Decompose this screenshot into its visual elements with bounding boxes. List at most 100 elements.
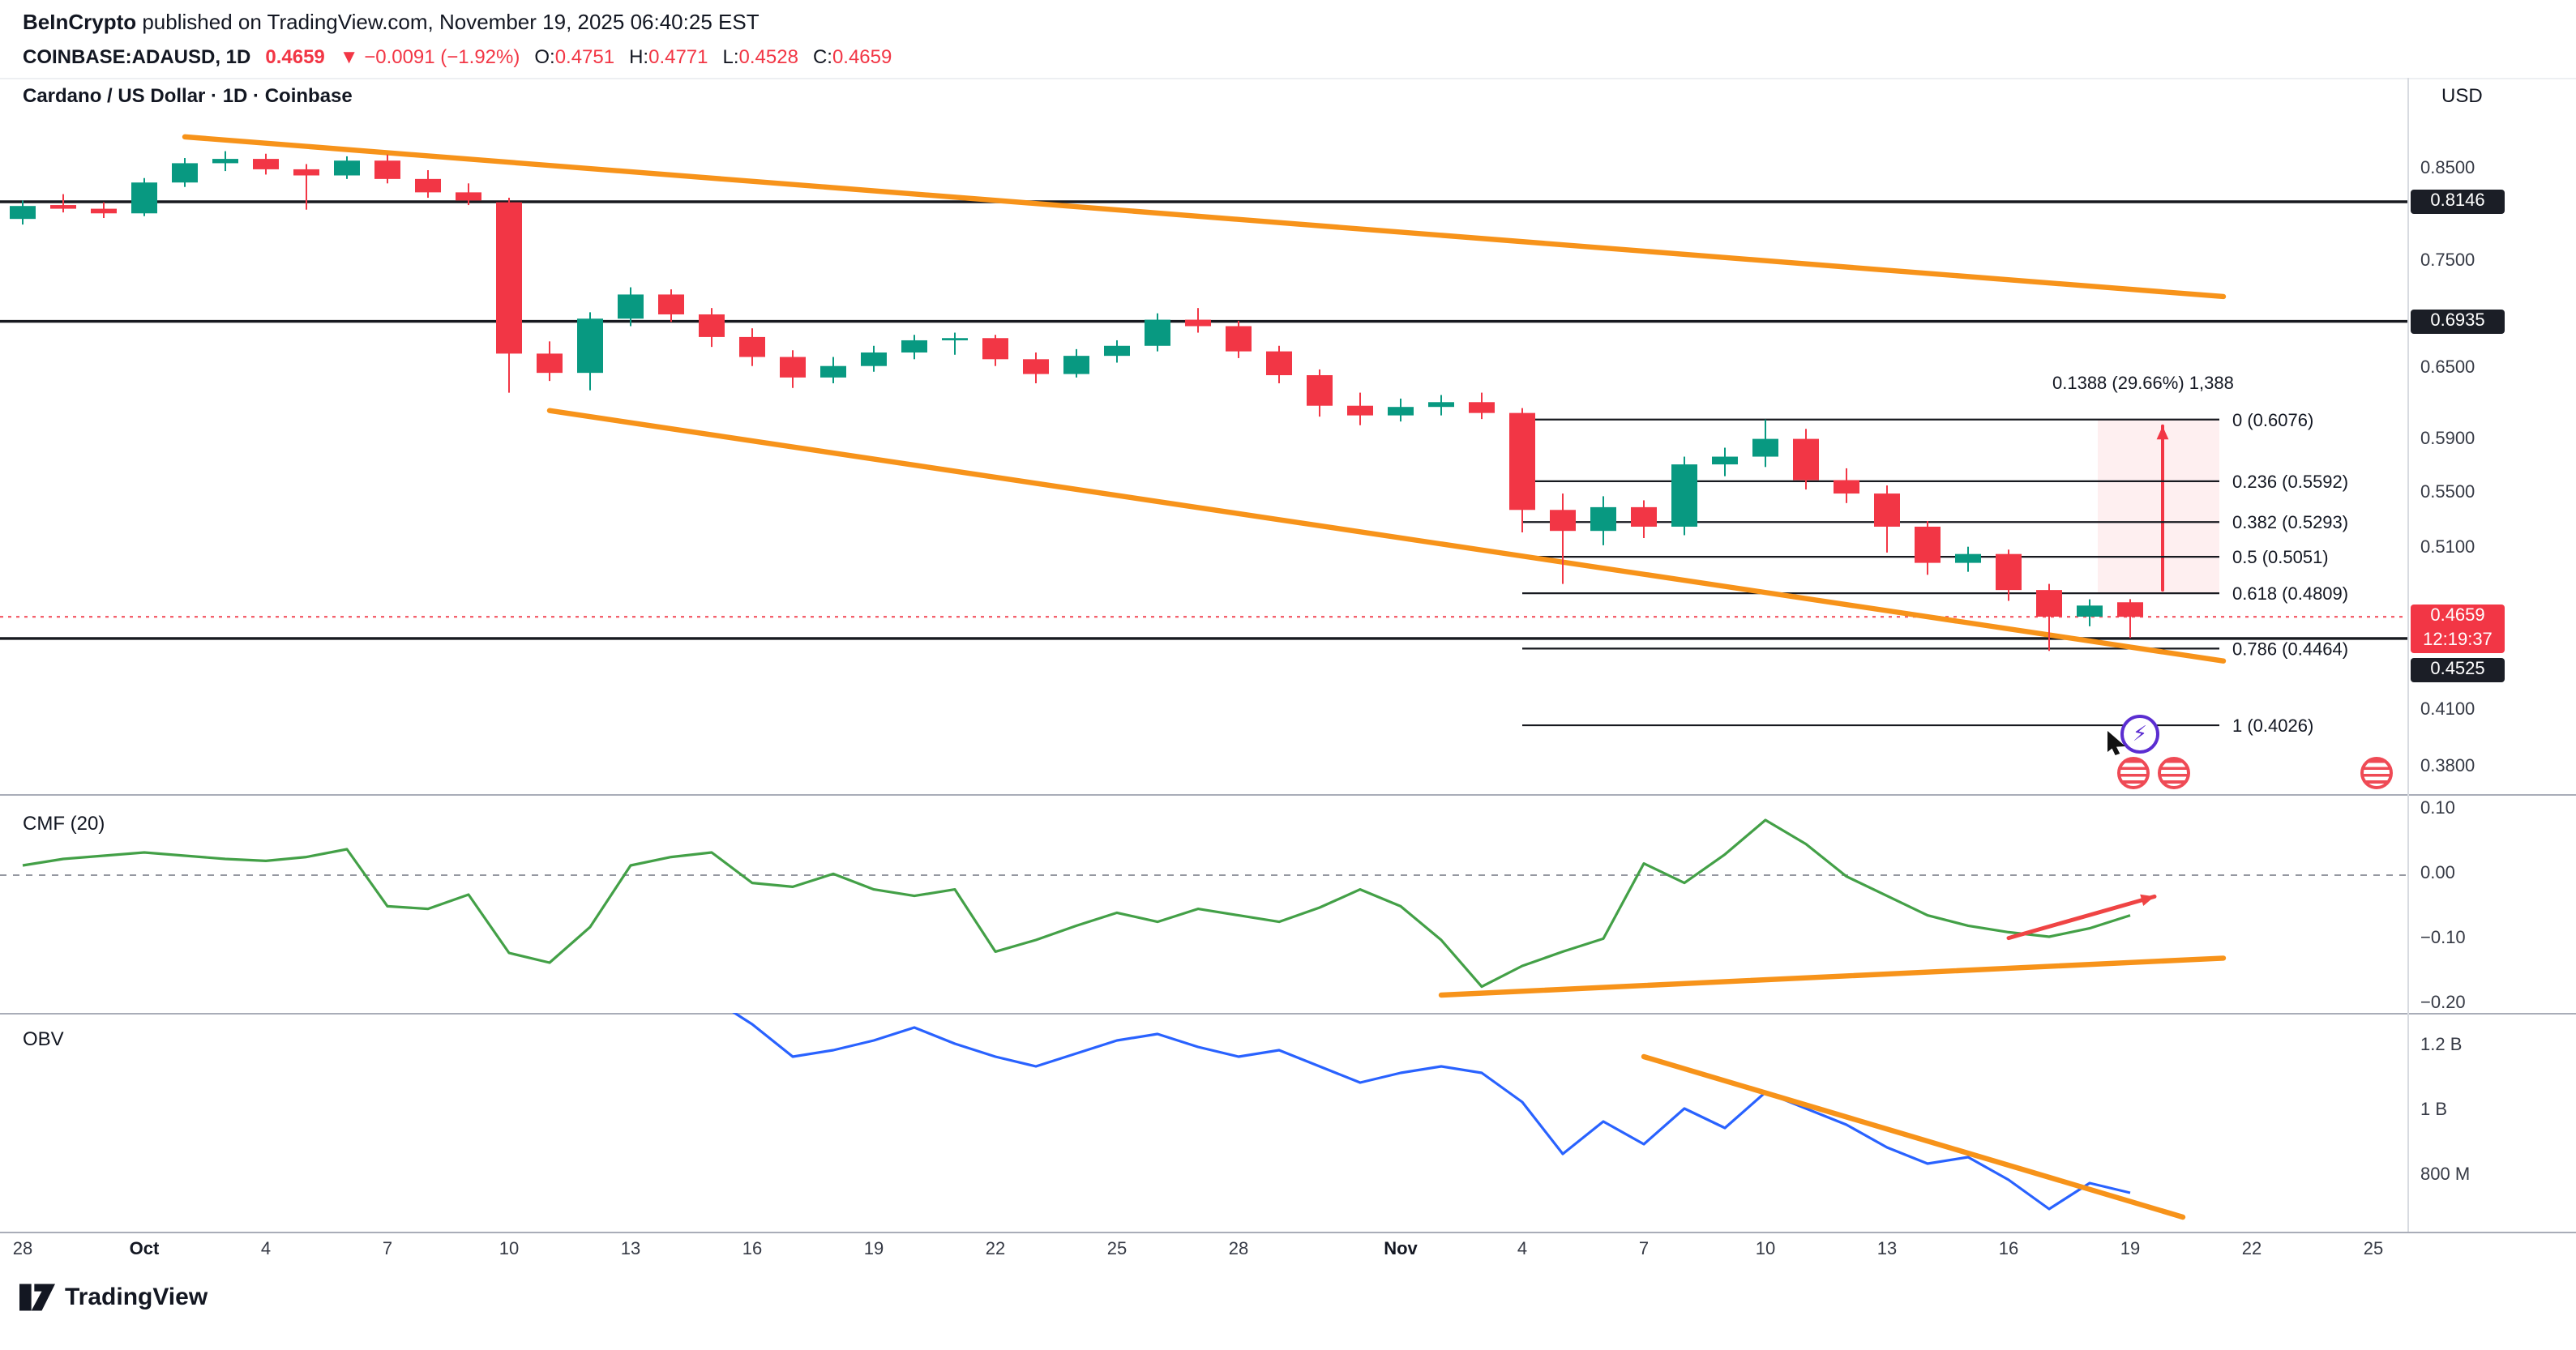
fib-label: 0.5 (0.5051) — [2232, 547, 2329, 567]
candle-oct-3 — [212, 151, 238, 172]
symbol-name[interactable]: COINBASE:ADAUSD, 1D — [23, 45, 251, 68]
candle-oct-25 — [1104, 340, 1130, 363]
candle-oct-22 — [982, 335, 1008, 366]
candle-nov-6 — [1590, 496, 1616, 545]
lightning-icon[interactable]: ⚡ — [2120, 715, 2159, 754]
flag-icon[interactable] — [2360, 757, 2393, 789]
obv-tick-800 M: 800 M — [2420, 1165, 2471, 1185]
candle-oct-21 — [942, 332, 968, 355]
time-tick-19: 19 — [2120, 1240, 2141, 1259]
candle-oct-6 — [334, 156, 360, 179]
chart-title[interactable]: Cardano / US Dollar · 1D · Coinbase — [23, 84, 353, 107]
price-tick-0.5500: 0.5500 — [2420, 482, 2475, 502]
tradingview-logomark — [19, 1284, 55, 1311]
high-label: H: — [629, 45, 649, 68]
candle-sep-29 — [50, 194, 76, 213]
cmf-tick-0.10: 0.10 — [2420, 799, 2455, 818]
candle-oct-11 — [537, 341, 563, 382]
projection-zone[interactable] — [2098, 419, 2219, 594]
candle-oct-12 — [577, 312, 603, 391]
candle-oct-20 — [901, 335, 927, 360]
price-tick-0.5100: 0.5100 — [2420, 538, 2475, 558]
last-price-badge: 0.4659 12:19:37 — [2411, 605, 2505, 654]
candle-oct-28 — [1226, 320, 1252, 358]
fib-label: 1 (0.4026) — [2232, 716, 2313, 736]
obv-line — [732, 1013, 2131, 1211]
arrow-shaft — [2006, 894, 2157, 941]
candle-oct-5 — [293, 164, 319, 210]
trendline-lower-descending[interactable] — [546, 408, 2227, 664]
candle-oct-4 — [253, 153, 279, 175]
lightning-glyph: ⚡ — [2132, 721, 2148, 745]
obv-tick-1 B: 1 B — [2420, 1100, 2448, 1120]
time-tick-10: 10 — [1755, 1240, 1776, 1259]
time-tick-22: 22 — [2241, 1240, 2262, 1259]
time-tick-7: 7 — [1638, 1240, 1650, 1259]
candle-oct-13 — [618, 287, 644, 327]
price-tick-0.6500: 0.6500 — [2420, 357, 2475, 378]
candle-oct-23 — [1023, 352, 1049, 383]
obv-indicator-label[interactable]: OBV — [23, 1027, 64, 1050]
published-text: published on TradingView.com, November 1… — [136, 10, 760, 34]
candle-nov-18 — [2077, 599, 2103, 626]
candle-oct-24 — [1063, 348, 1089, 378]
time-tick-25: 25 — [2363, 1240, 2384, 1259]
candle-nov-11 — [1793, 429, 1819, 490]
level-badge-0.6935: 0.6935 — [2411, 309, 2505, 334]
time-tick-16: 16 — [1998, 1240, 2019, 1259]
pane-separator-cmf[interactable] — [0, 794, 2576, 796]
price-tick-0.3800: 0.3800 — [2420, 757, 2475, 776]
candle-nov-10 — [1752, 419, 1778, 468]
candle-oct-27 — [1185, 308, 1211, 333]
pane-separator-obv[interactable] — [0, 1013, 2576, 1015]
fib-label: 0 (0.6076) — [2232, 410, 2313, 430]
candle-oct-19 — [861, 345, 887, 372]
cmf-indicator-pane[interactable] — [0, 794, 2576, 1013]
cmf-tick-−0.10: −0.10 — [2420, 929, 2466, 948]
time-tick-4: 4 — [260, 1240, 272, 1259]
candle-sep-30 — [91, 202, 117, 219]
flag-icon[interactable] — [2158, 757, 2190, 789]
candle-oct-26 — [1145, 313, 1170, 352]
time-tick-7: 7 — [382, 1240, 393, 1259]
cmf-tick-−0.20: −0.20 — [2420, 993, 2466, 1013]
fib-label: 0.618 (0.4809) — [2232, 583, 2348, 604]
open-value: 0.4751 — [554, 45, 615, 68]
time-tick-Oct: Oct — [129, 1240, 160, 1259]
time-tick-22: 22 — [985, 1240, 1006, 1259]
obv-indicator-pane[interactable] — [0, 1013, 2576, 1232]
candle-nov-12 — [1834, 468, 1859, 503]
cmf-indicator-label[interactable]: CMF (20) — [23, 812, 105, 835]
close-label: C: — [812, 45, 832, 68]
candle-oct-16 — [739, 328, 765, 366]
obv-trendline[interactable] — [1641, 1053, 2186, 1220]
quote-high: H:0.4771 — [629, 45, 708, 68]
price-chart-pane[interactable]: 0.1388 (29.66%) 1,388 0 (0.6076) 0.236 (0.… — [0, 122, 2576, 794]
arrow-head — [2140, 894, 2155, 906]
candle-nov-19 — [2117, 599, 2143, 639]
time-tick-Nov: Nov — [1384, 1240, 1418, 1259]
currency-label: USD — [2441, 84, 2483, 107]
fib-label: 0.382 (0.5293) — [2232, 512, 2348, 532]
candle-oct-17 — [780, 350, 806, 388]
quote-last-price: 0.4659 — [265, 45, 325, 68]
candle-oct-10 — [496, 198, 522, 393]
flag-icon[interactable] — [2117, 757, 2150, 789]
candle-nov-9 — [1712, 447, 1738, 476]
price-tick-0.5900: 0.5900 — [2420, 429, 2475, 450]
time-tick-28: 28 — [1228, 1240, 1249, 1259]
tradingview-logo[interactable]: TradingView — [19, 1284, 208, 1311]
candle-oct-1 — [131, 177, 157, 216]
candle-nov-3 — [1469, 392, 1495, 420]
candles-series[interactable] — [10, 151, 2143, 652]
candle-nov-17 — [2036, 583, 2062, 652]
candle-oct-29 — [1266, 345, 1292, 383]
trendline-upper-descending[interactable] — [182, 134, 2227, 300]
level-badge-0.8146: 0.8146 — [2411, 189, 2505, 214]
candle-oct-15 — [699, 308, 725, 348]
cmf-trendline[interactable] — [1438, 955, 2227, 998]
low-value: 0.4528 — [738, 45, 798, 68]
cmf-line — [22, 818, 2131, 989]
quote-open: O:0.4751 — [534, 45, 614, 68]
